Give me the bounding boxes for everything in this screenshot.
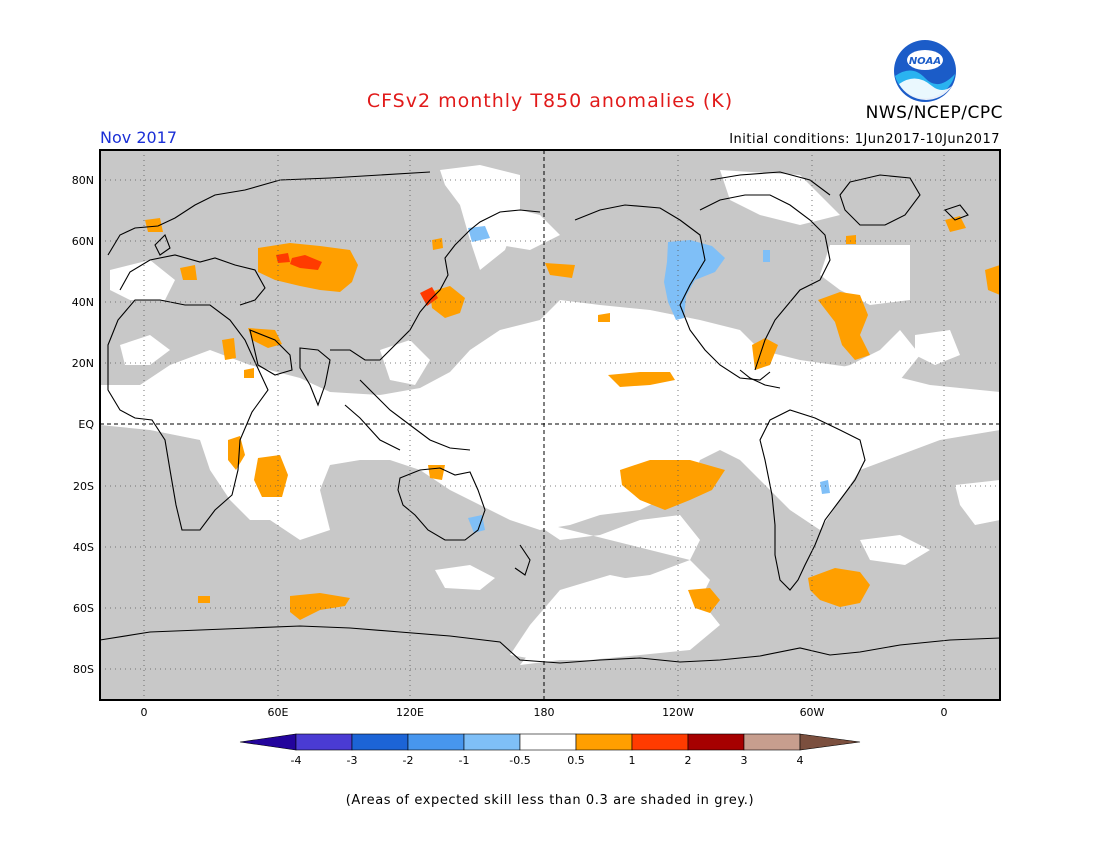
legend-label: -1 — [459, 754, 470, 767]
lat-label: 80N — [72, 174, 94, 187]
lat-label: 60N — [72, 235, 94, 248]
lat-label: 20N — [72, 357, 94, 370]
legend-label: -3 — [347, 754, 358, 767]
warm-anomaly-regions — [145, 216, 1000, 620]
legend-swatch — [407, 733, 465, 751]
lon-label: 60E — [268, 706, 289, 719]
legend-label: -0.5 — [509, 754, 530, 767]
legend-label: -4 — [291, 754, 302, 767]
equator-dateline — [100, 150, 1000, 700]
lon-label: 180 — [534, 706, 555, 719]
noaa-logo: NOAA — [894, 40, 956, 102]
coastlines — [100, 171, 1000, 664]
lon-label: 120W — [662, 706, 694, 719]
lon-label: 0 — [941, 706, 948, 719]
cool-anomaly-regions — [468, 226, 830, 533]
map-title: CFSv2 monthly T850 anomalies (K) — [366, 90, 734, 112]
initial-conditions: Initial conditions: 1Jun2017-10Jun2017 — [729, 132, 1000, 147]
legend-swatch — [631, 733, 689, 751]
legend-label: -2 — [403, 754, 414, 767]
legend-label: 1 — [629, 754, 636, 767]
lat-label: 40N — [72, 296, 94, 309]
lon-label: 120E — [396, 706, 424, 719]
lat-label: 40S — [73, 541, 94, 554]
lat-label: EQ — [78, 418, 94, 431]
lat-label: 80S — [73, 663, 94, 676]
lat-label: 60S — [73, 602, 94, 615]
legend-label: 2 — [685, 754, 692, 767]
legend-swatch — [575, 733, 633, 751]
strong-warm-regions — [276, 253, 438, 306]
graticule — [100, 150, 1000, 700]
legend-swatch — [743, 733, 801, 751]
valid-month: Nov 2017 — [100, 128, 178, 147]
lat-label: 20S — [73, 480, 94, 493]
near-normal-regions — [100, 165, 1000, 665]
legend-arrow-high — [799, 733, 861, 751]
skill-footnote: (Areas of expected skill less than 0.3 a… — [345, 793, 755, 808]
map-frame — [99, 149, 1001, 701]
legend-swatch — [687, 733, 745, 751]
color-legend — [239, 733, 861, 751]
legend-swatch — [463, 733, 521, 751]
lon-label: 60W — [800, 706, 825, 719]
svg-text:NOAA: NOAA — [909, 56, 941, 67]
legend-arrow-low — [239, 733, 297, 751]
legend-label: 3 — [741, 754, 748, 767]
legend-label: 4 — [797, 754, 804, 767]
legend-swatch — [351, 733, 409, 751]
legend-swatch — [519, 733, 577, 751]
agency-label: NWS/NCEP/CPC — [865, 103, 1003, 123]
lon-label: 0 — [141, 706, 148, 719]
legend-label: 0.5 — [567, 754, 585, 767]
legend-swatch — [295, 733, 353, 751]
